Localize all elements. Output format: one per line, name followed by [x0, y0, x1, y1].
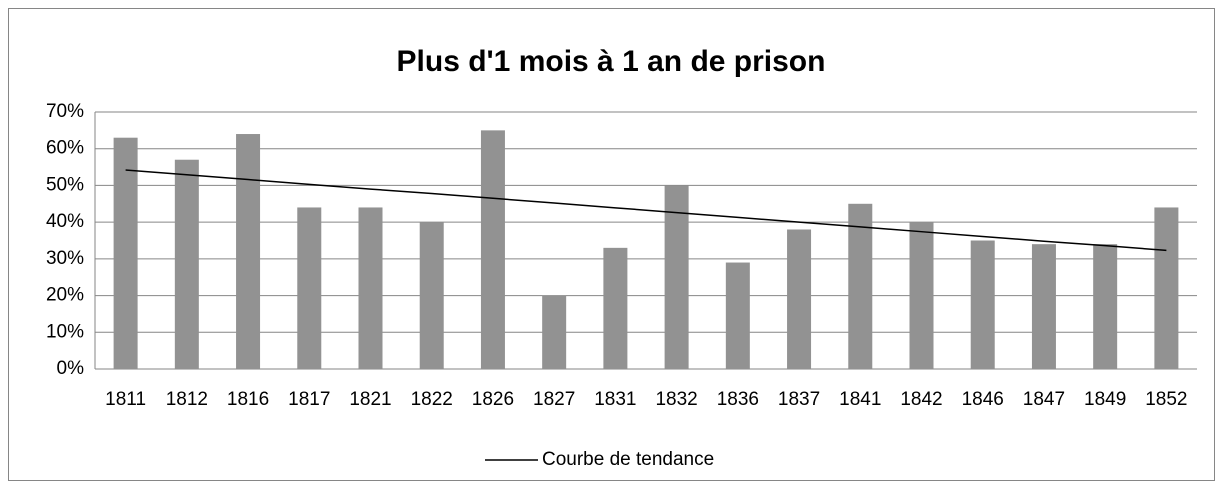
x-tick-label: 1841	[839, 389, 881, 410]
x-tick-label: 1842	[900, 389, 942, 410]
y-tick-label: 50%	[46, 174, 84, 195]
x-tick-label: 1816	[227, 389, 269, 410]
y-tick-label: 10%	[46, 321, 84, 342]
legend-label: Courbe de tendance	[542, 449, 714, 470]
x-tick-label: 1837	[778, 389, 820, 410]
y-tick-label: 40%	[46, 211, 84, 232]
bar	[113, 137, 138, 369]
x-tick-label: 1846	[962, 389, 1004, 410]
bar	[909, 222, 934, 369]
y-tick-label: 0%	[57, 358, 85, 379]
chart-border	[8, 8, 1215, 481]
bar	[358, 207, 383, 369]
x-tick-label: 1836	[717, 389, 759, 410]
x-tick-label: 1811	[105, 389, 146, 410]
x-tick-label: 1812	[166, 389, 208, 410]
bar	[419, 222, 444, 369]
chart-title: Plus d'1 mois à 1 an de prison	[397, 45, 826, 78]
x-tick-label: 1852	[1145, 389, 1187, 410]
bar	[725, 262, 750, 369]
x-tick-label: 1826	[472, 389, 514, 410]
trend-line	[125, 169, 1167, 252]
y-tick-label: 20%	[46, 285, 84, 306]
bar	[1031, 244, 1056, 369]
bar	[297, 207, 322, 369]
x-tick-label: 1822	[411, 389, 453, 410]
bar	[236, 134, 261, 369]
x-tick-label: 1817	[288, 389, 330, 410]
bar	[848, 203, 873, 369]
bar	[1154, 207, 1179, 369]
x-tick-label: 1832	[655, 389, 697, 410]
bar	[970, 240, 995, 369]
y-tick-label: 30%	[46, 248, 84, 269]
bar	[480, 130, 505, 369]
x-tick-label: 1831	[594, 389, 636, 410]
bar	[174, 159, 199, 369]
bar	[603, 247, 628, 369]
x-tick-label: 1849	[1084, 389, 1126, 410]
y-tick-label: 70%	[46, 101, 84, 122]
bar	[664, 185, 689, 369]
bar	[787, 229, 812, 369]
x-tick-label: 1847	[1023, 389, 1065, 410]
bar	[1093, 244, 1118, 369]
bar	[542, 295, 567, 369]
x-tick-label: 1821	[349, 389, 391, 410]
y-tick-label: 60%	[46, 138, 84, 159]
x-tick-label: 1827	[533, 389, 575, 410]
